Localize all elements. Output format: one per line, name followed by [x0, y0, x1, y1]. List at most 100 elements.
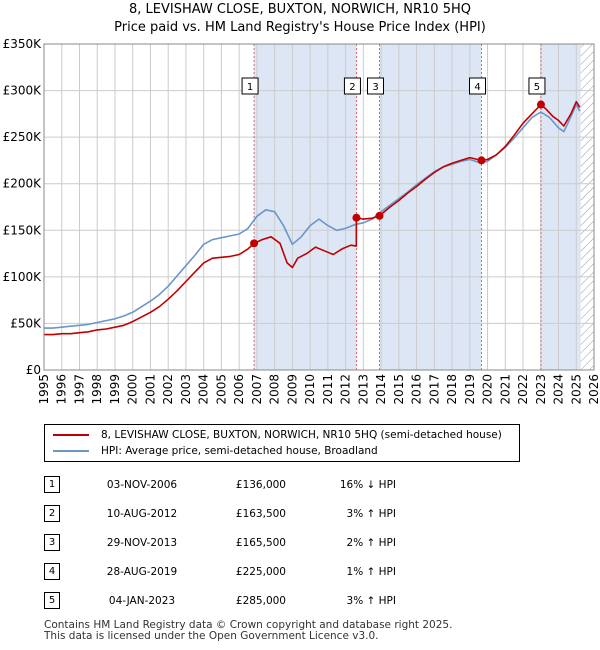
x-tick-label: 1997 [72, 374, 86, 405]
sale-label-number: 1 [247, 82, 253, 93]
x-tick-label: 2017 [427, 374, 441, 405]
x-tick-label: 2002 [161, 374, 175, 405]
x-tick-label: 2011 [321, 374, 335, 405]
sale-price: £163,500 [235, 507, 286, 520]
x-tick-label: 2016 [410, 374, 424, 405]
y-tick-label: £350K [3, 37, 43, 51]
y-tick-label: £50K [10, 316, 42, 330]
sale-hpi-diff: 3% ↑ HPI [346, 507, 396, 520]
x-tick-label: 1996 [55, 374, 69, 405]
sale-label-box [367, 77, 384, 95]
sale-price: £136,000 [235, 478, 286, 491]
plot-frame [43, 43, 595, 371]
sale-point [375, 211, 384, 220]
x-tick-label: 2023 [534, 374, 548, 405]
y-tick-label: £250K [3, 130, 43, 144]
table-row: 5 04-JAN-2023 £285,000 3% ↑ HPI [44, 586, 396, 615]
sale-label-box [528, 77, 546, 95]
sale-hpi-diff: 1% ↑ HPI [346, 565, 396, 578]
sale-label-box [343, 77, 361, 95]
x-tick-label: 2004 [197, 374, 211, 405]
legend-item-hpi: HPI: Average price, semi-detached house,… [53, 443, 378, 459]
x-tick-label: 2006 [232, 374, 246, 405]
sale-label-number: 2 [349, 82, 355, 93]
sale-label-box [241, 77, 259, 95]
x-tick-label: 2008 [268, 374, 282, 405]
sale-number-badge: 1 [44, 476, 60, 493]
legend-hpi-label: HPI: Average price, semi-detached house,… [101, 445, 378, 457]
x-tick-label: 2013 [356, 374, 370, 405]
x-tick-label: 2015 [392, 374, 406, 405]
shaded-ownership-range [540, 44, 581, 370]
sale-date: 03-NOV-2006 [106, 478, 178, 491]
sale-price: £285,000 [235, 594, 286, 607]
footer: Contains HM Land Registry data © Crown c… [44, 620, 452, 642]
x-tick-label: 1995 [37, 374, 51, 405]
x-tick-label: 2009 [285, 374, 299, 405]
sale-label-number: 5 [534, 82, 540, 93]
x-tick-label: 2005 [214, 374, 228, 405]
footer-line-1: Contains HM Land Registry data © Crown c… [44, 619, 453, 631]
legend-price-swatch [53, 434, 89, 436]
chart-subtitle: Price paid vs. HM Land Registry's House … [114, 20, 486, 35]
chart-title: 8, LEVISHAW CLOSE, BUXTON, NORWICH, NR10… [129, 2, 471, 17]
x-tick-label: 2024 [552, 374, 566, 405]
x-tick-label: 2007 [250, 374, 264, 405]
x-tick-label: 2020 [481, 374, 495, 405]
y-tick-label: £0 [26, 363, 41, 377]
sale-price: £165,500 [235, 536, 286, 549]
shaded-ownership-range [379, 44, 482, 370]
sale-number-badge: 5 [44, 592, 60, 609]
x-tick-label: 2025 [569, 374, 583, 405]
table-row: 3 29-NOV-2013 £165,500 2% ↑ HPI [44, 528, 396, 557]
table-row: 1 03-NOV-2006 £136,000 16% ↓ HPI [44, 470, 396, 499]
sale-date: 04-JAN-2023 [108, 594, 176, 607]
sale-number-badge: 3 [44, 534, 60, 551]
x-tick-label: 2014 [374, 374, 388, 405]
sale-date: 28-AUG-2019 [106, 565, 178, 578]
sale-hpi-diff: 2% ↑ HPI [346, 536, 396, 549]
sale-date: 10-AUG-2012 [106, 507, 178, 520]
sale-date: 29-NOV-2013 [106, 536, 178, 549]
table-row: 2 10-AUG-2012 £163,500 3% ↑ HPI [44, 499, 396, 528]
x-tick-label: 2022 [516, 374, 530, 405]
price-chart: 1 2 3 4 5 £0 £50K £100K £150K £200K £250K £300K £350… [3, 37, 600, 405]
sale-hpi-diff: 16% ↓ HPI [339, 478, 396, 491]
sale-point [250, 239, 259, 248]
sale-number-badge: 4 [44, 563, 60, 580]
y-tick-label: £100K [3, 270, 43, 284]
x-tick-label: 2012 [339, 374, 353, 405]
x-tick-label: 2021 [498, 374, 512, 405]
x-tick-label: 2010 [303, 374, 317, 405]
legend: 8, LEVISHAW CLOSE, BUXTON, NORWICH, NR10… [44, 424, 520, 462]
x-tick-label: 2000 [126, 374, 140, 405]
x-tick-label: 1999 [108, 374, 122, 405]
price-series-line [44, 100, 581, 336]
y-tick-label: £150K [3, 223, 43, 237]
x-tick-label: 2026 [587, 374, 600, 405]
shaded-ownership-range [254, 44, 357, 370]
sale-point [352, 213, 361, 222]
sale-label-number: 3 [372, 82, 378, 93]
footer-line-2: This data is licensed under the Open Gov… [44, 630, 379, 642]
sale-number-badge: 2 [44, 505, 60, 522]
x-tick-label: 2018 [445, 374, 459, 405]
y-tick-label: £200K [3, 177, 43, 191]
sale-point [477, 156, 486, 165]
legend-price-label: 8, LEVISHAW CLOSE, BUXTON, NORWICH, NR10… [101, 429, 502, 441]
sale-price: £225,000 [235, 565, 286, 578]
x-tick-label: 2019 [463, 374, 477, 405]
sale-label-box [469, 77, 487, 95]
x-tick-label: 2001 [143, 374, 157, 405]
table-row: 4 28-AUG-2019 £225,000 1% ↑ HPI [44, 557, 396, 586]
hatched-projection-range [580, 44, 594, 370]
x-tick-label: 2003 [179, 374, 193, 405]
sale-label-number: 4 [474, 82, 480, 93]
legend-item-price: 8, LEVISHAW CLOSE, BUXTON, NORWICH, NR10… [53, 427, 502, 443]
sales-table: 1 03-NOV-2006 £136,000 16% ↓ HPI 2 10-AU… [44, 470, 396, 615]
sale-hpi-diff: 3% ↑ HPI [346, 594, 396, 607]
sale-point [536, 100, 545, 109]
legend-hpi-swatch [53, 450, 89, 452]
x-tick-label: 1998 [90, 374, 104, 405]
y-tick-label: £300K [3, 84, 43, 98]
